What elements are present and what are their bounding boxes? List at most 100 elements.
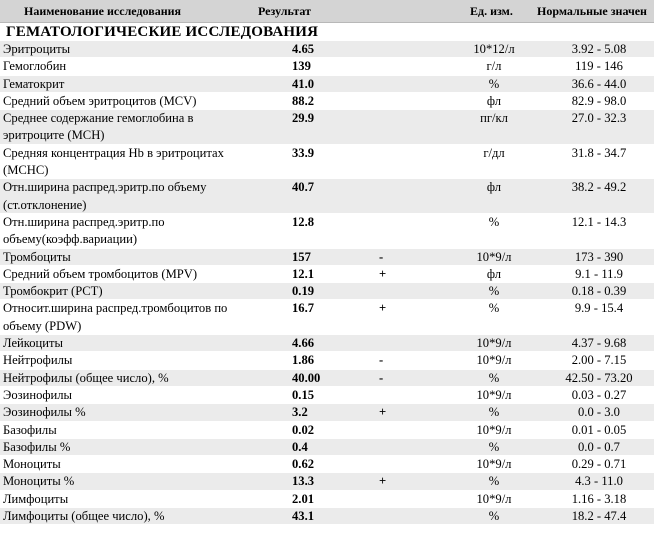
test-name: Базофилы % — [3, 439, 71, 454]
unit: 10*9/л — [476, 336, 512, 351]
table-row: Тромбоциты 157 - 10*9/л 173 - 390 — [0, 248, 654, 266]
test-name: Эозинофилы — [3, 387, 73, 402]
deviation-flag: + — [379, 474, 387, 489]
result-value: 4.66 — [292, 336, 315, 351]
reference-range: 9.9 - 15.4 — [574, 301, 624, 316]
result-value: 43.1 — [292, 509, 315, 524]
unit: фл — [486, 266, 502, 281]
table-row: Нейтрофилы 1.86 - 10*9/л 2.00 - 7.15 — [0, 352, 654, 370]
unit: г/дл — [483, 145, 505, 160]
deviation-flag: - — [379, 370, 384, 385]
reference-range: 9.1 - 11.9 — [575, 266, 623, 281]
unit: % — [488, 76, 500, 91]
result-value: 16.7 — [292, 301, 315, 316]
unit: 10*9/л — [476, 387, 512, 402]
unit: % — [488, 405, 500, 420]
table-row: Эозинофилы % 3.2 +% 0.0 - 3.0 — [0, 404, 654, 422]
header-unit: Ед. изм. — [470, 4, 513, 18]
result-value: 12.8 — [292, 214, 315, 229]
test-name: Средний объем эритроцитов (MCV) — [3, 93, 197, 108]
header-result: Результат — [258, 4, 312, 18]
unit: 10*9/л — [476, 353, 512, 368]
unit: % — [488, 214, 500, 229]
test-name: Базофилы — [3, 422, 57, 437]
table-row: Лейкоциты 4.66 10*9/л 4.37 - 9.68 — [0, 335, 654, 353]
reference-range: 27.0 - 32.3 — [571, 111, 627, 126]
reference-range: 173 - 390 — [574, 249, 624, 264]
unit: 10*9/л — [476, 457, 512, 472]
test-name: Отн.ширина распред.эритр.по объему (ст.о… — [3, 180, 207, 212]
unit: фл — [486, 93, 502, 108]
reference-range: 4.37 - 9.68 — [571, 336, 627, 351]
table-row: Эозинофилы 0.15 10*9/л 0.03 - 0.27 — [0, 387, 654, 405]
unit: 10*9/л — [476, 249, 512, 264]
table-header: Наименование исследования Результат Ед. … — [0, 0, 654, 23]
table-row: Отн.ширина распред.эритр.по объему (ст.о… — [0, 179, 654, 214]
deviation-flag: - — [379, 353, 384, 368]
table-row: Средний объем эритроцитов (MCV) 88.2 фл 82.… — [0, 93, 654, 111]
test-name: Лимфоциты — [3, 491, 69, 506]
table-row: Базофилы % 0.4% 0.0 - 0.7 — [0, 438, 654, 457]
table-row: Моноциты % 13.3 +% 4.3 - 11.0 — [0, 473, 654, 491]
unit: % — [488, 301, 500, 316]
result-value: 40.00 — [292, 370, 321, 385]
unit: % — [488, 284, 500, 299]
reference-range: 31.8 - 34.7 — [571, 145, 627, 160]
test-name: Эритроциты — [3, 42, 71, 56]
table-row: Средний объем тромбоцитов (MPV) 12.1 + фл 9.… — [0, 266, 654, 284]
test-name: Нейтрофилы — [3, 353, 73, 368]
deviation-flag: - — [379, 249, 384, 264]
unit: 10*9/л — [476, 422, 512, 437]
test-name: Среднее содержание гемоглобина в эритроц… — [3, 111, 194, 143]
reference-range: 0.03 - 0.27 — [571, 387, 627, 402]
result-value: 0.19 — [292, 284, 315, 299]
table-row: Гемоглобин 139 г/л 119 - 146 — [0, 58, 654, 76]
deviation-flag: + — [379, 301, 387, 316]
results-table: Эритроциты 4.65 10*12/л 3.92 - 5.08 Гемоглоб… — [0, 41, 654, 526]
result-value: 12.1 — [292, 266, 315, 281]
result-value: 0.15 — [292, 387, 315, 402]
test-name: Тромбоциты — [3, 249, 71, 264]
unit: % — [488, 439, 500, 454]
test-name: Отн.ширина распред.эритр.по объему(коэфф… — [3, 214, 165, 247]
reference-range: 82.9 - 98.0 — [571, 93, 627, 108]
unit: фл — [486, 180, 502, 195]
result-value: 139 — [292, 59, 311, 74]
result-value: 29.9 — [292, 111, 315, 126]
header-norm: Нормальные значен — [537, 4, 647, 18]
deviation-flag: + — [379, 405, 387, 420]
table-row: Тромбокрит (PCT) 0.19% 0.18 - 0.39 — [0, 283, 654, 301]
test-name: Лимфоциты (общее число), % — [3, 509, 165, 524]
result-value: 40.7 — [292, 180, 315, 195]
table-row: Эритроциты 4.65 10*12/л 3.92 - 5.08 — [0, 41, 654, 59]
result-value: 4.65 — [292, 42, 315, 56]
result-value: 33.9 — [292, 145, 315, 160]
test-name: Моноциты % — [3, 474, 75, 489]
unit: г/л — [486, 59, 502, 74]
reference-range: 2.00 - 7.15 — [571, 353, 627, 368]
reference-range: 0.0 - 3.0 — [578, 405, 620, 420]
unit: % — [488, 474, 500, 489]
result-value: 0.62 — [292, 457, 315, 472]
result-value: 3.2 — [292, 405, 308, 420]
table-row: Среднее содержание гемоглобина в эритроц… — [0, 110, 654, 145]
test-name: Гематокрит — [3, 76, 65, 91]
unit: % — [488, 370, 500, 385]
test-name: Средний объем тромбоцитов (MPV) — [3, 266, 198, 281]
reference-range: 38.2 - 49.2 — [571, 180, 627, 195]
result-value: 157 — [292, 249, 311, 264]
unit: 10*12/л — [473, 42, 515, 56]
reference-range: 0.01 - 0.05 — [571, 422, 627, 437]
table-row: Относит.ширина распред.тромбоцитов по об… — [0, 300, 654, 336]
result-value: 13.3 — [292, 474, 315, 489]
deviation-flag: + — [379, 266, 387, 281]
unit: пг/кл — [480, 111, 508, 126]
test-name: Эозинофилы % — [3, 405, 86, 420]
header-name: Наименование исследования — [24, 4, 182, 18]
section-title: ГЕМАТОЛОГИЧЕСКИЕ ИССЛЕДОВАНИЯ — [6, 24, 319, 40]
table-row: Гематокрит 41.0% 36.6 - 44.0 — [0, 75, 654, 93]
reference-range: 18.2 - 47.4 — [571, 509, 627, 524]
test-name: Моноциты — [3, 457, 61, 472]
test-name: Относит.ширина распред.тромбоцитов по об… — [3, 301, 228, 333]
test-name: Лейкоциты — [3, 336, 64, 351]
